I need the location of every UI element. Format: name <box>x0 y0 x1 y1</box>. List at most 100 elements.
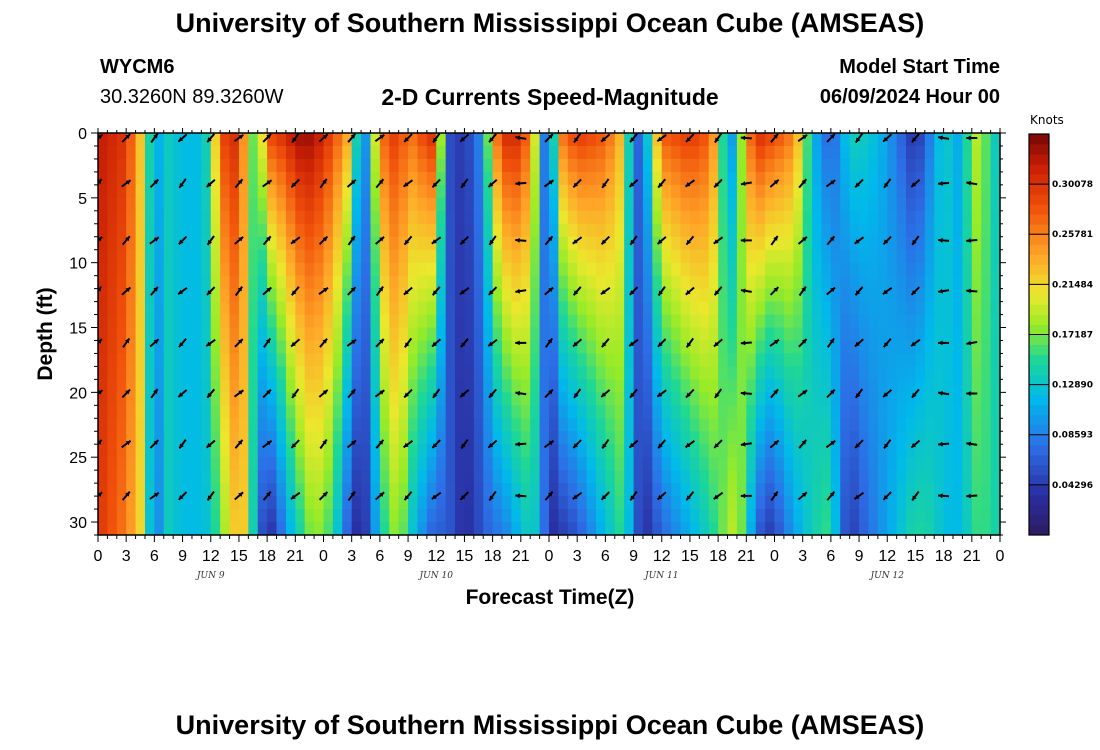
heatmap-cell <box>765 314 776 329</box>
heatmap-cell <box>530 223 541 238</box>
heatmap-cell <box>558 327 569 342</box>
heatmap-cell <box>642 158 653 173</box>
heatmap-cell <box>934 133 945 147</box>
heatmap-cell <box>144 470 155 484</box>
heatmap-cell <box>859 444 870 458</box>
heatmap-cell <box>116 236 127 251</box>
heatmap-cell <box>896 275 907 290</box>
heatmap-cell <box>210 379 221 393</box>
heatmap-cell <box>755 288 766 303</box>
heatmap-cell <box>793 314 804 329</box>
heatmap-cell <box>276 418 287 432</box>
heatmap-cell <box>680 444 691 458</box>
current-vector-head <box>830 287 836 293</box>
heatmap-cell <box>116 275 127 290</box>
heatmap-cell <box>98 197 108 212</box>
current-vector-head <box>515 340 520 346</box>
heatmap-cell <box>182 197 193 212</box>
heatmap-cell <box>633 327 644 342</box>
heatmap-cell <box>802 405 813 419</box>
heatmap-cell <box>830 340 841 355</box>
heatmap-cell <box>257 249 268 264</box>
heatmap-cell <box>924 171 935 186</box>
heatmap-cell <box>661 327 672 342</box>
heatmap-cell <box>502 353 513 368</box>
heatmap-cell <box>304 133 315 147</box>
current-vector-head <box>740 391 746 396</box>
heatmap-cell <box>868 340 879 355</box>
heatmap-cell <box>342 366 353 380</box>
current-vector-head <box>966 340 972 346</box>
heatmap-cell <box>652 470 663 484</box>
heatmap-cell <box>755 275 766 290</box>
heatmap-cell <box>567 431 578 445</box>
heatmap-cell <box>595 171 606 186</box>
heatmap-cell <box>605 262 616 277</box>
heatmap-cell <box>708 392 719 406</box>
heatmap-cell <box>511 236 522 251</box>
heatmap-cell <box>445 236 456 251</box>
heatmap-cell <box>135 496 146 510</box>
heatmap-cell <box>370 314 381 329</box>
heatmap-cell <box>915 171 926 186</box>
heatmap-cell <box>267 392 278 406</box>
current-vector-head <box>657 342 663 347</box>
current-vector-head <box>432 341 437 347</box>
heatmap-cell <box>464 249 475 264</box>
heatmap-cell <box>135 301 146 316</box>
heatmap-cell <box>699 133 710 147</box>
heatmap-cell <box>323 431 334 445</box>
heatmap-cell <box>896 444 907 458</box>
colorbar-cell <box>1029 334 1049 346</box>
heatmap-cell <box>323 145 334 160</box>
heatmap-cell <box>173 392 184 406</box>
heatmap-cell <box>746 236 757 251</box>
heatmap-cell <box>614 418 625 432</box>
heatmap-cell <box>661 340 672 355</box>
heatmap-cell <box>849 418 860 432</box>
heatmap-cell <box>426 133 437 147</box>
heatmap-cell <box>417 405 428 419</box>
heatmap-cell <box>379 444 390 458</box>
heatmap-cell <box>135 210 146 225</box>
heatmap-cell <box>455 249 466 264</box>
heatmap-cell <box>812 431 823 445</box>
heatmap-cell <box>661 418 672 432</box>
y-tick-label: 10 <box>69 256 87 273</box>
heatmap-cell <box>896 483 907 497</box>
heatmap-cell <box>671 145 682 160</box>
heatmap-cell <box>624 210 635 225</box>
colorbar-cell <box>1029 214 1049 225</box>
heatmap-cell <box>943 236 954 251</box>
y-tick-label: 20 <box>69 385 87 402</box>
heatmap-cell <box>342 314 353 329</box>
heatmap-cell <box>107 353 118 368</box>
heatmap-cell <box>539 509 550 523</box>
heatmap-cell <box>962 145 973 160</box>
heatmap-cell <box>502 457 513 471</box>
current-vector-head <box>98 179 102 185</box>
y-axis-label: Depth (ft) <box>34 287 57 380</box>
heatmap-cell <box>633 171 644 186</box>
heatmap-cell <box>229 275 240 290</box>
heatmap-cell <box>934 418 945 432</box>
heatmap-cell <box>840 522 851 535</box>
heatmap-cell <box>624 249 635 264</box>
heatmap-cell <box>793 262 804 277</box>
heatmap-cell <box>257 145 268 160</box>
heatmap-cell <box>464 158 475 173</box>
heatmap-cell <box>727 405 738 419</box>
heatmap-cell <box>802 314 813 329</box>
heatmap-cell <box>671 275 682 290</box>
heatmap-cell <box>934 392 945 406</box>
heatmap-cell <box>379 301 390 316</box>
current-vector-head <box>802 134 808 140</box>
heatmap-cell <box>98 327 108 342</box>
current-vector-head <box>488 182 494 187</box>
heatmap-cell <box>877 379 888 393</box>
current-vector-head <box>98 339 102 344</box>
heatmap-cell <box>398 483 409 497</box>
heatmap-cell <box>483 184 494 199</box>
heatmap-cell <box>351 133 362 147</box>
heatmap-cell <box>783 509 794 523</box>
